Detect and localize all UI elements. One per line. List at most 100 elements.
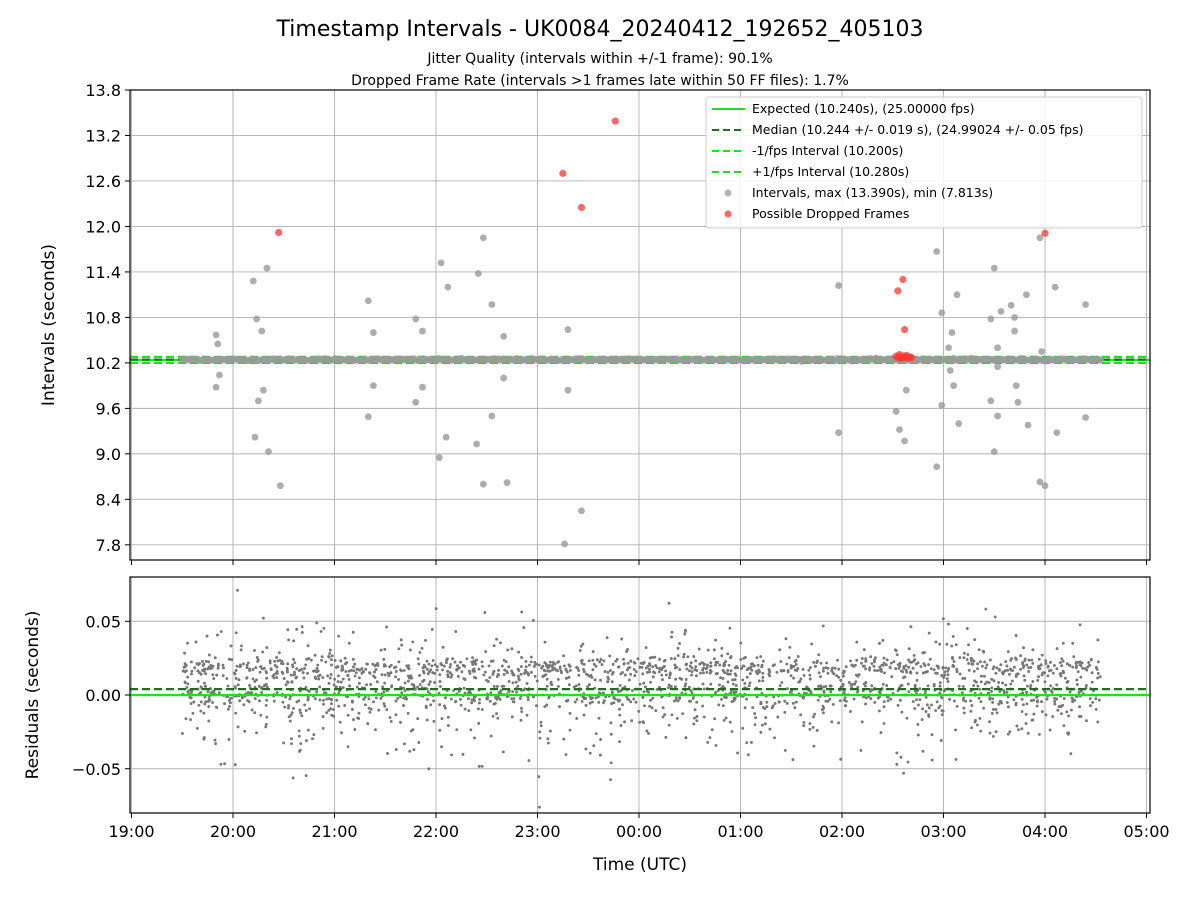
residual-point <box>1078 660 1082 664</box>
residual-point <box>199 709 203 713</box>
residual-point <box>626 697 630 701</box>
residual-point <box>229 696 233 700</box>
residual-point <box>1053 696 1057 700</box>
residual-point <box>449 662 453 666</box>
residual-point <box>476 707 480 711</box>
residual-point <box>987 681 991 685</box>
residual-point <box>905 716 909 720</box>
legend-box <box>705 96 1143 229</box>
residual-point <box>379 696 383 700</box>
residual-point <box>533 674 537 678</box>
x-tick-label: 19:00 <box>108 822 154 841</box>
residual-point <box>597 716 601 720</box>
residual-point <box>773 663 776 667</box>
residual-point <box>340 668 344 672</box>
residual-point <box>582 667 585 671</box>
residual-point <box>577 673 581 677</box>
residual-point <box>575 697 579 701</box>
residual-point <box>242 662 245 666</box>
residual-point <box>745 675 749 679</box>
residual-point <box>1012 698 1016 702</box>
residual-point <box>779 660 783 663</box>
residual-point <box>221 663 225 667</box>
residual-point <box>506 648 510 652</box>
residual-point <box>195 662 199 666</box>
residual-point <box>979 680 983 684</box>
residual-point <box>733 678 737 682</box>
interval-outlier <box>987 315 995 323</box>
residual-point <box>743 681 747 685</box>
residual-point <box>994 707 998 711</box>
residual-point <box>333 677 337 681</box>
residual-point <box>641 696 645 699</box>
residual-point <box>330 654 334 658</box>
residual-point <box>872 664 876 668</box>
x-tick-label: 05:00 <box>1123 822 1169 841</box>
interval-outlier <box>214 340 222 348</box>
residual-point <box>184 669 188 673</box>
residual-point <box>1096 638 1100 642</box>
residual-point <box>446 669 450 673</box>
residual-point <box>822 666 826 670</box>
interval-outlier <box>442 433 450 441</box>
residual-point <box>1083 667 1087 671</box>
residual-point <box>438 684 442 688</box>
residual-point <box>543 661 547 665</box>
residual-point <box>196 679 200 683</box>
residual-point <box>661 706 665 710</box>
residual-point <box>584 703 588 707</box>
residual-point <box>794 659 798 662</box>
residual-point <box>368 710 372 714</box>
residual-point <box>233 763 237 767</box>
residual-point <box>594 732 598 736</box>
interval-point <box>1097 356 1105 363</box>
residual-point <box>1014 675 1018 678</box>
residual-point <box>1029 665 1033 669</box>
residual-point <box>302 667 306 670</box>
residual-point <box>753 712 757 715</box>
residual-point <box>746 753 750 757</box>
residual-point <box>606 680 610 684</box>
residual-point <box>307 657 311 660</box>
interval-outlier <box>364 413 372 421</box>
residual-point <box>194 640 198 644</box>
residual-point <box>1007 705 1010 709</box>
residual-point <box>881 682 885 686</box>
residual-point <box>645 729 649 733</box>
residual-point <box>275 691 279 695</box>
residual-point <box>318 685 322 689</box>
residual-point <box>275 665 279 669</box>
residual-point <box>467 669 471 673</box>
x-tick-label: 01:00 <box>717 822 763 841</box>
residual-point <box>255 678 259 682</box>
residual-point <box>253 711 257 715</box>
residual-point <box>1036 678 1040 682</box>
residual-point <box>1014 656 1017 660</box>
residual-point <box>641 672 645 676</box>
x-tick-label: 04:00 <box>1022 822 1068 841</box>
residual-point <box>661 715 665 719</box>
residual-point <box>482 673 486 677</box>
residual-point <box>930 703 933 707</box>
residual-point <box>793 706 797 710</box>
residual-point <box>272 676 276 680</box>
legend-label-intervals: Intervals, max (13.390s), min (7.813s) <box>752 185 993 200</box>
residual-point <box>632 697 636 701</box>
residual-point <box>406 679 410 683</box>
residual-point <box>852 697 856 701</box>
residual-point <box>289 737 293 741</box>
residual-point <box>781 669 785 672</box>
residual-point <box>448 665 452 669</box>
residual-point <box>374 690 378 693</box>
residual-point <box>477 721 481 725</box>
residual-point <box>519 672 523 676</box>
residual-point <box>625 668 629 672</box>
residual-point <box>453 660 457 664</box>
residual-point <box>387 673 391 677</box>
x-tick-label: 23:00 <box>514 822 560 841</box>
residual-point <box>383 681 387 685</box>
interval-outlier <box>500 374 508 382</box>
residual-point <box>288 697 292 701</box>
residual-point <box>1006 668 1009 672</box>
residual-point <box>634 670 638 674</box>
